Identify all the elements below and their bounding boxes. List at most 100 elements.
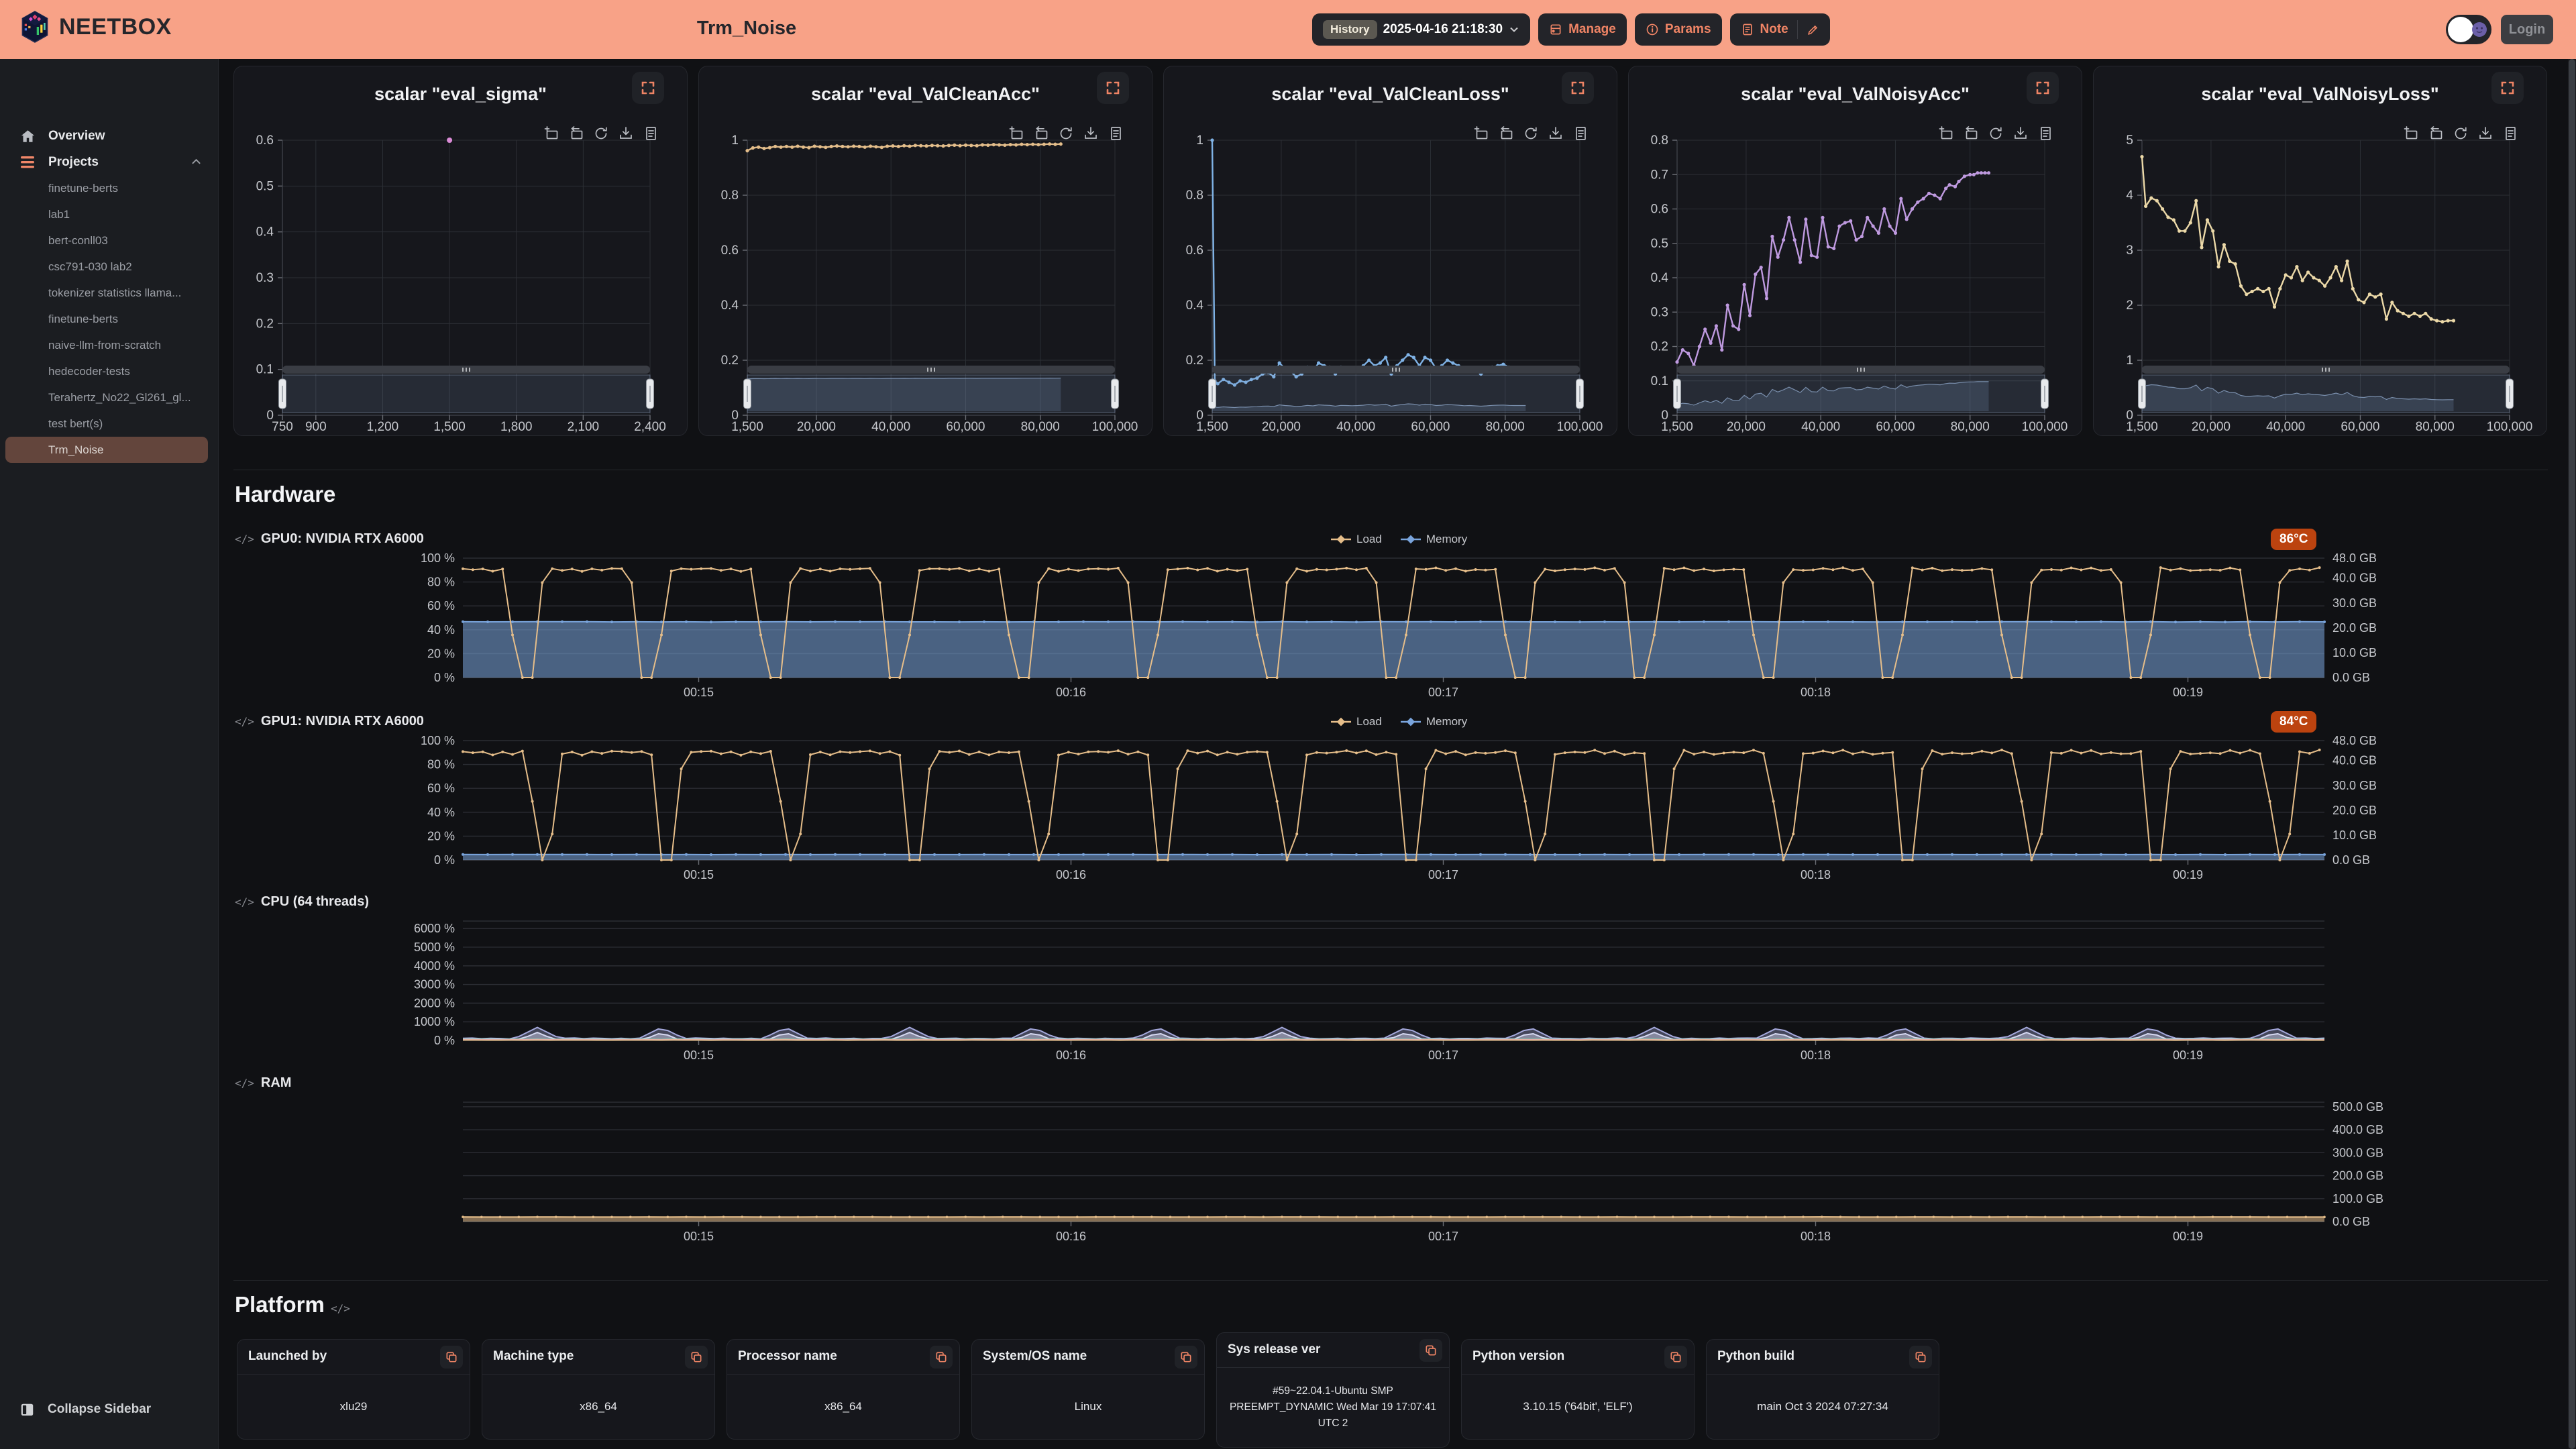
fullscreen-button[interactable] [2027, 72, 2059, 104]
toolbox-zoom-icon[interactable] [2403, 125, 2419, 142]
hardware-chart-plot[interactable]: 0 % 20 % 40 % 60 % 80 % 100 % 0.0 GB 10.0 GB 20.… [235, 735, 2563, 891]
main-content: 0 0.1 0.2 0.3 0.4 0.5 0.6 750 900 1,200 1,500 1,800… [219, 59, 2568, 1449]
svg-text:00:16: 00:16 [1056, 686, 1086, 699]
svg-text:200.0 GB: 200.0 GB [2332, 1169, 2383, 1183]
legend-item-memory[interactable]: Memory [1400, 715, 1467, 729]
sidebar-project-item[interactable]: csc791-030 lab2 [48, 260, 132, 273]
copy-button[interactable] [930, 1346, 953, 1368]
toolbox-dataview-icon[interactable] [1108, 125, 1124, 142]
sidebar-projects-label: Projects [48, 154, 99, 169]
svg-text:100 %: 100 % [421, 735, 455, 747]
copy-button[interactable] [1909, 1346, 1932, 1368]
sidebar-project-item[interactable]: Trm_Noise [5, 437, 208, 463]
toolbox-download-icon[interactable] [1548, 125, 1564, 142]
collapse-sidebar-icon [21, 1403, 34, 1415]
toolbox-refresh-icon[interactable] [593, 125, 609, 142]
divider [1796, 20, 1798, 39]
sidebar-item-projects[interactable]: Projects [0, 149, 219, 175]
toolbox-restore-icon[interactable] [568, 125, 584, 142]
svg-text:1: 1 [731, 133, 739, 148]
theme-toggle[interactable] [2446, 15, 2491, 44]
toolbox-download-icon[interactable] [2477, 125, 2493, 142]
legend-item-load[interactable]: Load [1331, 533, 1382, 546]
svg-text:20.0 GB: 20.0 GB [2332, 621, 2377, 635]
sidebar-item-overview[interactable]: Overview [0, 123, 219, 149]
fullscreen-button[interactable] [632, 72, 664, 104]
svg-text:30.0 GB: 30.0 GB [2332, 596, 2377, 610]
toolbox-refresh-icon[interactable] [1988, 125, 2004, 142]
hardware-chart-plot[interactable]: 0 % 20 % 40 % 60 % 80 % 100 % 0.0 GB 10.0 GB 20.… [235, 553, 2563, 708]
collapse-sidebar-label: Collapse Sidebar [48, 1402, 152, 1416]
toolbox-dataview-icon[interactable] [643, 125, 659, 142]
toolbox-download-icon[interactable] [1083, 125, 1099, 142]
copy-button[interactable] [1175, 1346, 1197, 1368]
toolbox-refresh-icon[interactable] [2453, 125, 2469, 142]
toolbox-zoom-icon[interactable] [1473, 125, 1489, 142]
sidebar-project-item[interactable]: Terahertz_No22_Gl261_gl... [48, 390, 191, 404]
sidebar-project-item[interactable]: test bert(s) [48, 417, 103, 430]
fullscreen-button[interactable] [1097, 72, 1129, 104]
toolbox-refresh-icon[interactable] [1523, 125, 1539, 142]
projects-menu-icon [20, 156, 35, 168]
toolbox-restore-icon[interactable] [1498, 125, 1514, 142]
sidebar-project-item[interactable]: finetune-berts [48, 312, 118, 325]
scalar-chart-plot[interactable]: 0 0.2 0.4 0.6 0.8 1 1,500 20,000 40,000 60,000 80,… [1164, 66, 1618, 437]
toolbox-refresh-icon[interactable] [1058, 125, 1074, 142]
copy-button[interactable] [1419, 1339, 1442, 1362]
toolbox-download-icon[interactable] [2012, 125, 2029, 142]
brand[interactable]: NEETBOX [20, 11, 172, 43]
copy-button[interactable] [440, 1346, 463, 1368]
svg-text:0: 0 [1661, 409, 1668, 423]
chart-title: scalar "eval_ValCleanLoss" [1271, 84, 1509, 104]
params-button[interactable]: Params [1634, 13, 1722, 46]
collapse-sidebar-button[interactable]: Collapse Sidebar [20, 1402, 151, 1417]
page-scrollbar[interactable] [2568, 59, 2576, 1449]
sidebar-project-item[interactable]: lab1 [48, 207, 70, 221]
history-dropdown[interactable]: History 2025-04-16 21:18:30 [1312, 13, 1531, 46]
scrollbar-thumb[interactable] [2569, 59, 2575, 1449]
code-icon: </> [235, 1077, 254, 1089]
scalar-chart-plot[interactable]: 0 0.1 0.2 0.3 0.4 0.5 0.6 750 900 1,200 1,500 1,800… [234, 66, 688, 437]
login-button[interactable]: Login [2501, 15, 2553, 44]
svg-text:0.2: 0.2 [256, 317, 274, 331]
toolbox-dataview-icon[interactable] [2502, 125, 2518, 142]
toolbox-restore-icon[interactable] [2428, 125, 2444, 142]
toolbox-zoom-icon[interactable] [1008, 125, 1024, 142]
gpu-temperature-badge: 84°C [2271, 711, 2317, 733]
sidebar-project-item[interactable]: hedecoder-tests [48, 364, 130, 378]
edit-pencil-icon[interactable] [1807, 23, 1819, 36]
legend-item-memory[interactable]: Memory [1400, 533, 1467, 546]
toolbox-restore-icon[interactable] [1033, 125, 1049, 142]
copy-button[interactable] [1664, 1346, 1687, 1368]
toolbox-dataview-icon[interactable] [1572, 125, 1589, 142]
toolbox-dataview-icon[interactable] [2037, 125, 2053, 142]
scalar-chart-plot[interactable]: 0 0.2 0.4 0.6 0.8 1 1,500 20,000 40,000 60,000 80,… [699, 66, 1153, 437]
toolbox-zoom-icon[interactable] [1938, 125, 1954, 142]
chart-toolbox [1008, 125, 1124, 142]
toolbox-zoom-icon[interactable] [543, 125, 559, 142]
fullscreen-button[interactable] [2491, 72, 2524, 104]
legend-item-load[interactable]: Load [1331, 715, 1382, 729]
sidebar-project-item[interactable]: naive-llm-from-scratch [48, 338, 162, 352]
toolbox-download-icon[interactable] [618, 125, 634, 142]
scalar-chart-plot[interactable]: 0 1 2 3 4 5 1,500 20,000 40,000 60,000 80,000 100,0… [2094, 66, 2548, 437]
scalar-chart-plot[interactable]: 0 0.1 0.2 0.3 0.4 0.5 0.6 0.7 0.8 1,500 20,000 40,0… [1629, 66, 2083, 437]
hardware-chart-plot[interactable]: 0.0 GB 100.0 GB 200.0 GB 300.0 GB 400.0 GB 50… [235, 1097, 2563, 1252]
manage-button[interactable]: Manage [1538, 13, 1627, 46]
toolbox-restore-icon[interactable] [1963, 125, 1979, 142]
sidebar-project-item[interactable]: tokenizer statistics llama... [48, 286, 182, 299]
sidebar-project-item[interactable]: bert-conll03 [48, 233, 108, 247]
chart-toolbox [1938, 125, 2053, 142]
fullscreen-button[interactable] [1562, 72, 1594, 104]
info-icon [1646, 23, 1658, 36]
copy-button[interactable] [685, 1346, 708, 1368]
chart-toolbox [1473, 125, 1589, 142]
hardware-chart-plot[interactable]: 0 % 1000 % 2000 % 3000 % 4000 % 5000 % 6000 % 0… [235, 916, 2563, 1071]
svg-text:00:17: 00:17 [1428, 686, 1458, 699]
note-button[interactable]: Note [1729, 13, 1830, 46]
svg-text:48.0 GB: 48.0 GB [2332, 735, 2377, 747]
sidebar-project-item[interactable]: finetune-berts [48, 181, 118, 195]
svg-text:40 %: 40 % [427, 623, 455, 637]
platform-card-value: 3.10.15 ('64bit', 'ELF') [1523, 1399, 1633, 1413]
